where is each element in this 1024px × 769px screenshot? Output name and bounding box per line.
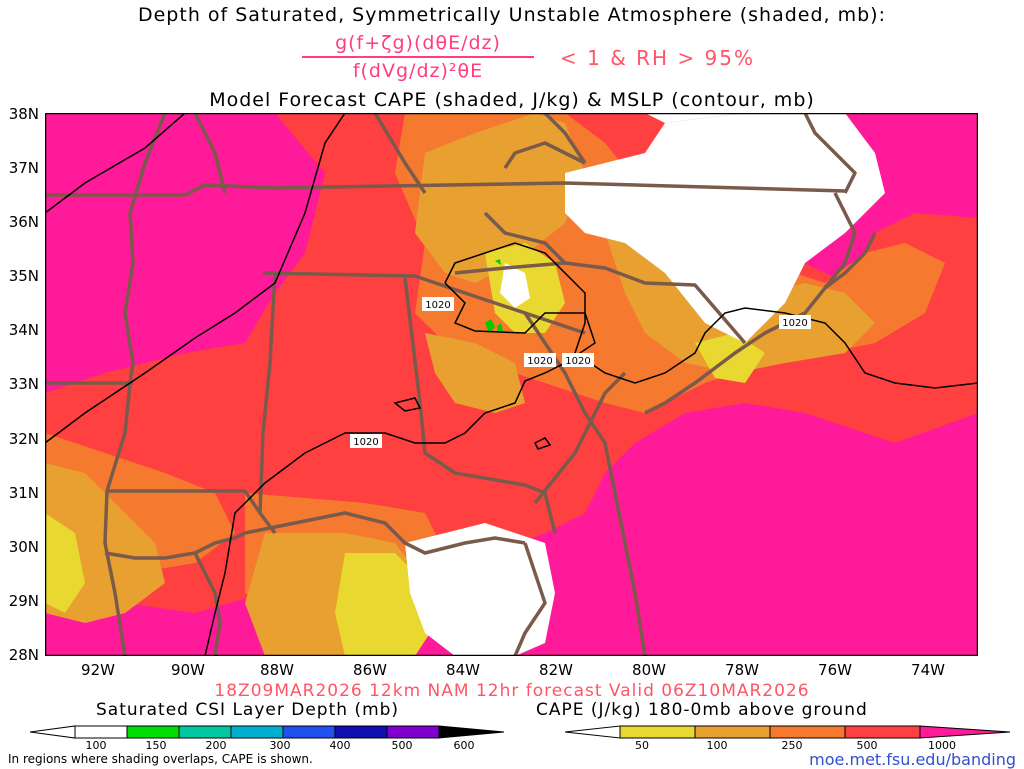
lat-label: 34N [8,321,39,339]
csi-criterion-fraction: g(f+ζg)(dθE/dz) f(dVg/dz)²θE [300,30,536,84]
source-url[interactable]: moe.met.fsu.edu/banding [809,750,1016,769]
csi-condition: < 1 & RH > 95% [560,46,756,70]
isobars [45,113,978,656]
lon-label: 88W [260,661,294,679]
lon-label: 92W [81,661,115,679]
fraction-numerator: g(f+ζg)(dθE/dz) [335,32,501,54]
isobar-label: 1020 [425,300,450,311]
forecast-valid-time: 18Z09MAR2026 12km NAM 12hr forecast Vali… [214,681,810,701]
lat-label: 33N [8,375,39,393]
csi-tick: 150 [145,739,167,752]
csi-tick: 400 [329,739,351,752]
lat-label: 35N [8,267,39,285]
cape-tick: 50 [635,739,649,752]
cape-field-below-50 [565,113,885,343]
cape-legend-title: CAPE (J/kg) 180-0mb above ground [536,700,868,720]
lat-label: 28N [8,646,39,664]
csi-tick: 600 [453,739,475,752]
csi-colorbar [30,725,505,739]
csi-tick: 300 [269,739,291,752]
lat-label: 38N [8,105,39,123]
lat-label: 32N [8,430,39,448]
isobar-label: 1020 [353,437,378,448]
cape-tick: 250 [781,739,803,752]
fraction-bar [302,56,534,58]
lon-label: 90W [171,661,205,679]
lat-label: 30N [8,538,39,556]
cape-field-100 [415,113,585,283]
lat-label: 37N [8,159,39,177]
fraction-denominator: f(dVg/dz)²θE [352,60,484,82]
cape-tick: 100 [706,739,728,752]
state-borders [45,113,877,656]
lat-label: 36N [8,213,39,231]
lon-label: 80W [632,661,666,679]
lon-label: 74W [911,661,945,679]
chart-subtitle: Model Forecast CAPE (shaded, J/kg) & MSL… [209,89,815,111]
isobar-labels: 1020 1020 1020 1020 1020 [350,297,811,448]
lon-label: 76W [818,661,852,679]
csi-tick: 200 [205,739,227,752]
lon-label: 82W [539,661,573,679]
lon-label: 78W [725,661,759,679]
csi-tick: 100 [85,739,107,752]
cape-colorbar [565,725,1011,739]
forecast-map: 1020 1020 1020 1020 1020 [45,113,978,656]
lon-label: 86W [353,661,387,679]
footnote: In regions where shading overlaps, CAPE … [8,752,313,766]
csi-area [485,319,495,333]
csi-legend-title: Saturated CSI Layer Depth (mb) [96,700,400,720]
cape-tick: 1000 [928,739,956,752]
chart-title: Depth of Saturated, Symmetrically Unstab… [137,4,886,26]
isobar-label: 1020 [565,356,590,367]
isobar-label: 1020 [527,356,552,367]
isobar-label: 1020 [782,318,807,329]
cape-tick: 500 [856,739,878,752]
lat-label: 29N [8,592,39,610]
lon-label: 84W [446,661,480,679]
lat-label: 31N [8,484,39,502]
csi-tick: 500 [391,739,413,752]
